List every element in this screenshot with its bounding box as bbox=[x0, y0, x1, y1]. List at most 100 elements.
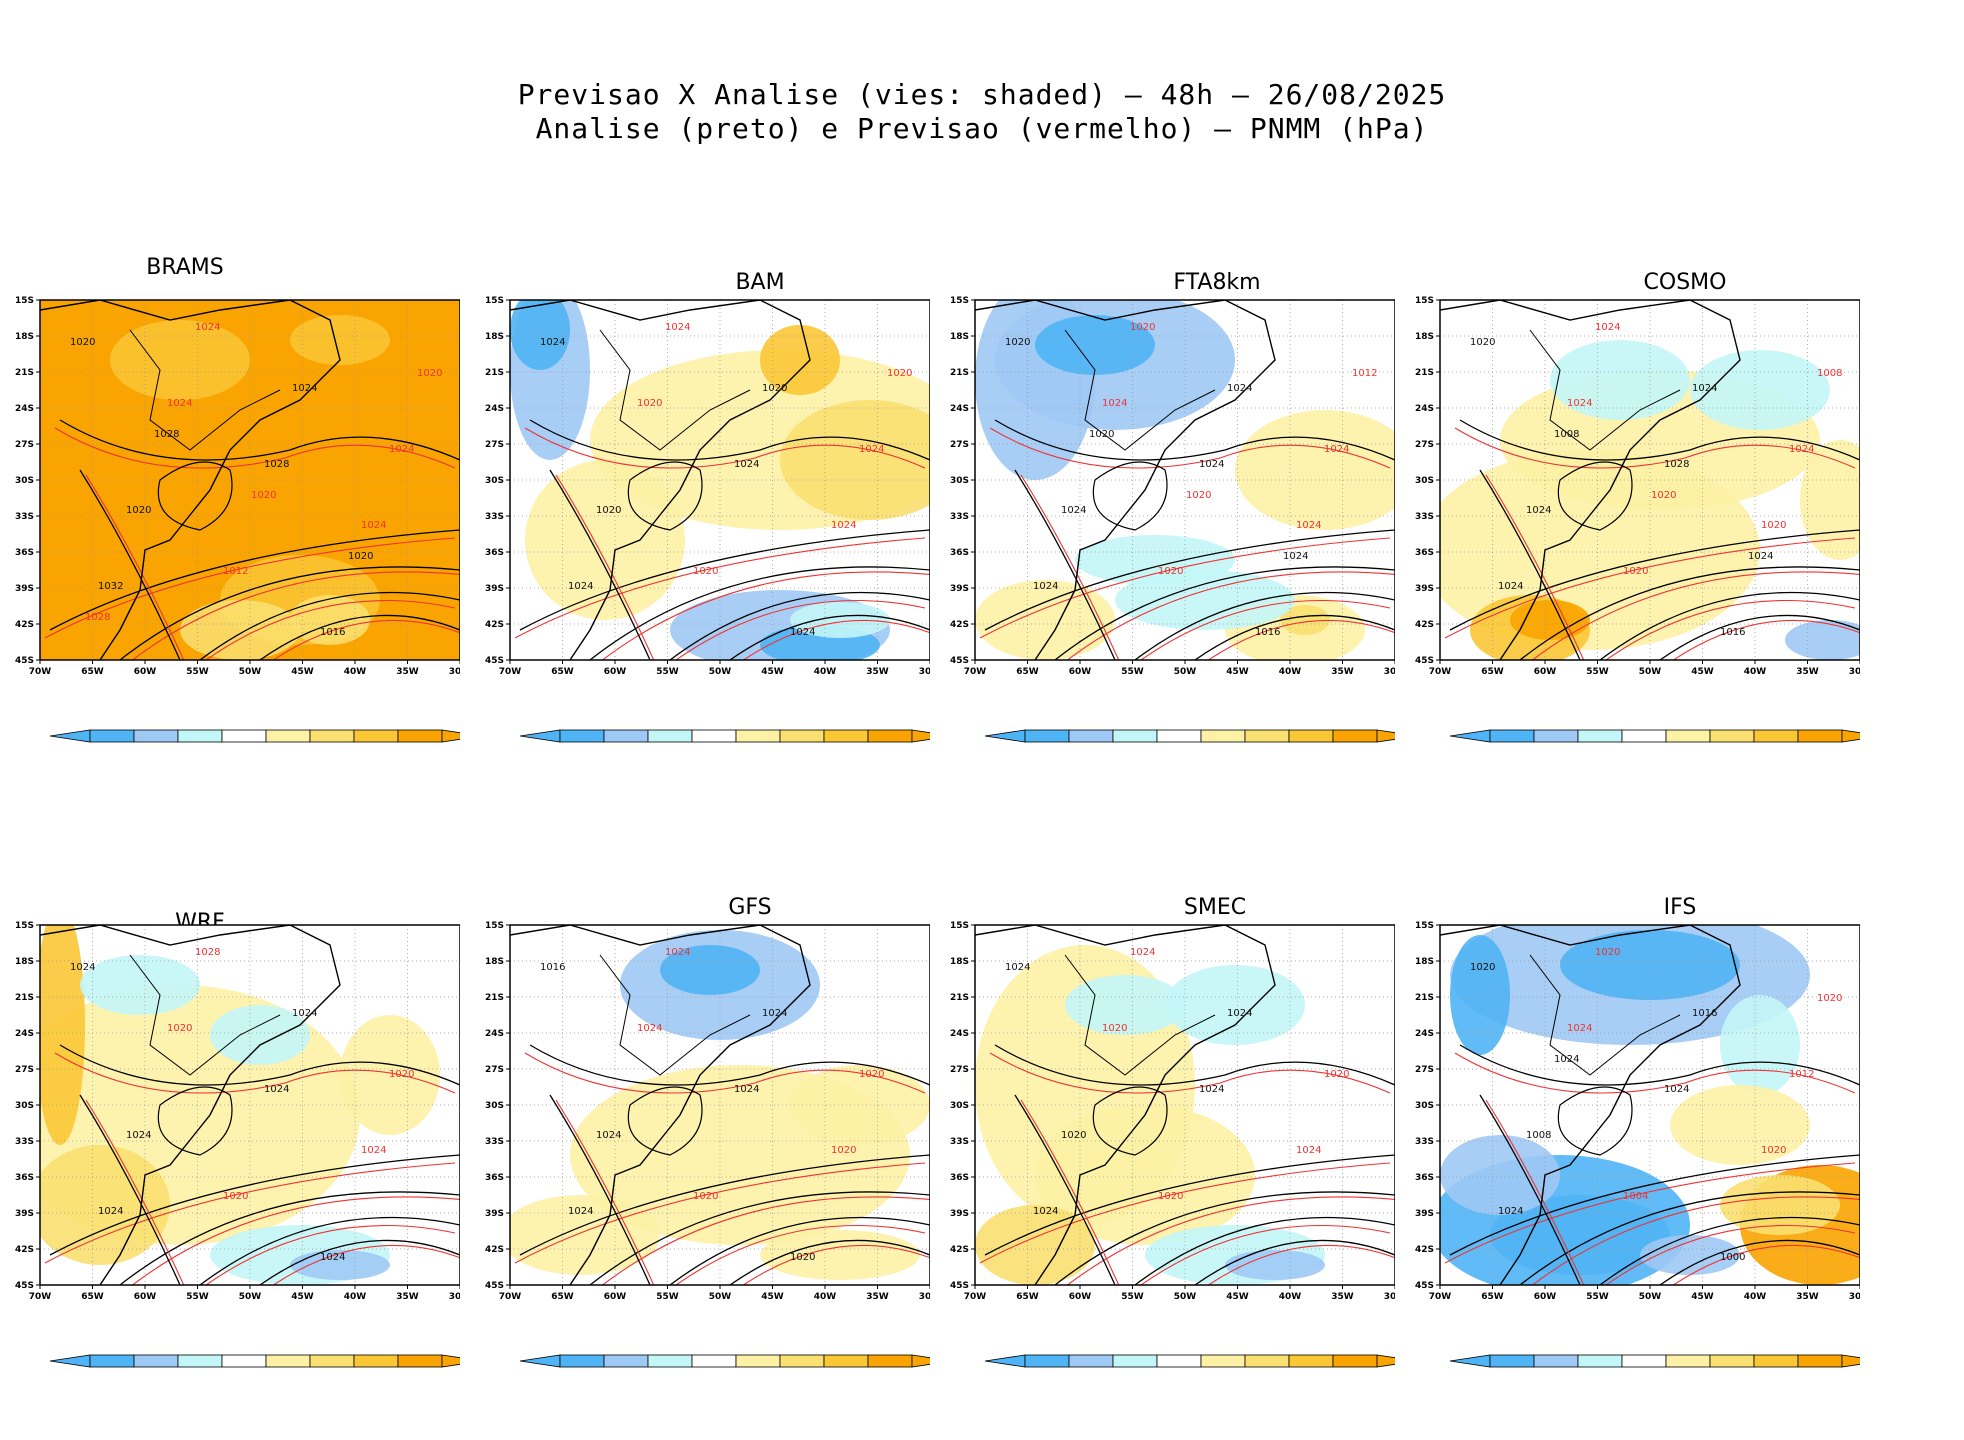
lat-tick-label: 18S bbox=[950, 957, 969, 967]
lat-tick-label: 24S bbox=[15, 404, 34, 414]
isobar-label: 1024 bbox=[1061, 505, 1086, 516]
lon-tick-label: 45W bbox=[291, 1292, 314, 1302]
panel-title: BRAMS bbox=[146, 255, 224, 280]
lat-tick-label: 33S bbox=[485, 1137, 504, 1147]
isobar-label: 1024 bbox=[1789, 444, 1814, 455]
lon-tick-label: 70W bbox=[499, 1292, 522, 1302]
panel-gfs: GFS 1016 1024 1024 1020 1024 1024 1024 1020 1024 1… bbox=[470, 880, 930, 1440]
panel-title: IFS bbox=[1663, 895, 1697, 920]
lon-tick-label: 45W bbox=[291, 667, 314, 677]
lon-tick-label: 40W bbox=[1744, 667, 1767, 677]
isobar-label: 1032 bbox=[98, 581, 123, 592]
lon-tick-label: 60W bbox=[134, 1292, 157, 1302]
lat-tick-label: 42S bbox=[1415, 1245, 1434, 1255]
lat-tick-label: 27S bbox=[950, 1065, 969, 1075]
panel-fta8km: FTA8km 1020 1024 1024 1024 1024 1020 1024 1024 10… bbox=[935, 255, 1395, 815]
isobar-label: 1024 bbox=[98, 1206, 123, 1217]
colorbar: -4-3-2-11234 bbox=[984, 1354, 1395, 1368]
lat-tick-label: 30S bbox=[1415, 1101, 1434, 1111]
figure-title-line2: Analise (preto) e Previsao (vermelho) — … bbox=[535, 112, 1429, 145]
lon-tick-label: 30W bbox=[449, 667, 460, 677]
panel-brams: BRAMS 1020 1024 1028 1024 1032 1024 1024 1024 102… bbox=[0, 255, 460, 815]
isobar-label: 1020 bbox=[348, 551, 373, 562]
lat-tick-label: 24S bbox=[1415, 404, 1434, 414]
lon-tick-label: 70W bbox=[964, 1292, 987, 1302]
isobar-label: 1020 bbox=[1470, 337, 1495, 348]
isobar-label: 1024 bbox=[1130, 947, 1155, 958]
isobar-label: 1016 bbox=[540, 962, 565, 973]
lon-tick-label: 30W bbox=[1849, 1292, 1860, 1302]
lat-tick-label: 21S bbox=[950, 368, 969, 378]
lon-tick-label: 35W bbox=[396, 1292, 419, 1302]
isobar-label: 1028 bbox=[85, 612, 110, 623]
isobar-label: 1016 bbox=[320, 627, 345, 638]
lat-tick-label: 36S bbox=[950, 548, 969, 558]
isobar-label: 1020 bbox=[1324, 1069, 1349, 1080]
isobar-label: 1020 bbox=[693, 1191, 718, 1202]
lon-tick-label: 30W bbox=[1384, 667, 1395, 677]
isobar-label: 1024 bbox=[1227, 383, 1252, 394]
isobar-label: 1024 bbox=[389, 444, 414, 455]
lon-tick-label: 65W bbox=[1481, 667, 1504, 677]
lat-tick-label: 45S bbox=[950, 656, 969, 666]
panel-smec: SMEC 1024 1020 1024 1024 1024 1024 1024 1020 1020… bbox=[935, 880, 1395, 1440]
lat-tick-label: 39S bbox=[1415, 1209, 1434, 1219]
colorbar: -4-3-2-11234 bbox=[49, 729, 460, 743]
isobar-label: 1024 bbox=[1296, 520, 1321, 531]
isobar-label: 1020 bbox=[762, 383, 787, 394]
lat-tick-label: 45S bbox=[15, 656, 34, 666]
isobar-label: 1024 bbox=[70, 962, 95, 973]
figure-title-line1: Previsao X Analise (vies: shaded) — 48h … bbox=[517, 78, 1447, 111]
lat-tick-label: 15S bbox=[15, 296, 34, 306]
lon-tick-label: 40W bbox=[344, 667, 367, 677]
lon-tick-label: 60W bbox=[604, 1292, 627, 1302]
isobar-label: 1020 bbox=[1005, 337, 1030, 348]
lon-tick-label: 65W bbox=[1016, 667, 1039, 677]
lat-tick-label: 18S bbox=[15, 957, 34, 967]
lat-tick-label: 15S bbox=[950, 921, 969, 931]
lat-tick-label: 21S bbox=[950, 993, 969, 1003]
isobar-label: 1008 bbox=[1817, 368, 1842, 379]
isobar-label: 1024 bbox=[1283, 551, 1308, 562]
lat-tick-label: 27S bbox=[15, 1065, 34, 1075]
isobar-label: 1020 bbox=[1651, 490, 1676, 501]
lat-tick-label: 27S bbox=[1415, 1065, 1434, 1075]
lat-tick-label: 24S bbox=[15, 1029, 34, 1039]
lon-tick-label: 60W bbox=[1534, 667, 1557, 677]
lat-tick-label: 33S bbox=[15, 1137, 34, 1147]
lon-tick-label: 50W bbox=[239, 1292, 262, 1302]
lat-tick-label: 18S bbox=[1415, 332, 1434, 342]
isobar-label: 1024 bbox=[126, 1130, 151, 1141]
isobar-label: 1020 bbox=[1623, 566, 1648, 577]
lat-tick-label: 33S bbox=[950, 1137, 969, 1147]
panel-title: FTA8km bbox=[1173, 270, 1261, 295]
lon-tick-label: 40W bbox=[1744, 1292, 1767, 1302]
lon-tick-label: 55W bbox=[1121, 1292, 1144, 1302]
lat-tick-label: 24S bbox=[1415, 1029, 1434, 1039]
lat-tick-label: 36S bbox=[15, 548, 34, 558]
isobar-label: 1024 bbox=[1199, 459, 1224, 470]
lon-tick-label: 50W bbox=[1174, 1292, 1197, 1302]
lon-tick-label: 35W bbox=[1331, 667, 1354, 677]
isobar-label: 1020 bbox=[637, 398, 662, 409]
lat-tick-label: 27S bbox=[485, 1065, 504, 1075]
isobar-label: 1008 bbox=[1526, 1130, 1551, 1141]
lon-tick-label: 30W bbox=[919, 1292, 930, 1302]
isobar-label: 1012 bbox=[1789, 1069, 1814, 1080]
lon-tick-label: 65W bbox=[1481, 1292, 1504, 1302]
lat-tick-label: 39S bbox=[15, 584, 34, 594]
isobar-label: 1028 bbox=[264, 459, 289, 470]
isobar-label: 1008 bbox=[1554, 429, 1579, 440]
lat-tick-label: 21S bbox=[485, 368, 504, 378]
isobar-label: 1020 bbox=[1089, 429, 1114, 440]
panel-bam: BAM 1024 1020 1024 1024 1024 1024 1020 1024 1020 1… bbox=[470, 255, 930, 815]
lat-tick-label: 36S bbox=[15, 1173, 34, 1183]
lon-tick-label: 50W bbox=[1639, 1292, 1662, 1302]
lon-tick-label: 65W bbox=[551, 667, 574, 677]
lon-tick-label: 70W bbox=[29, 667, 52, 677]
lon-tick-label: 60W bbox=[1069, 667, 1092, 677]
lon-tick-label: 55W bbox=[1586, 1292, 1609, 1302]
isobar-label: 1024 bbox=[665, 322, 690, 333]
lat-tick-label: 39S bbox=[950, 584, 969, 594]
isobar-label: 1024 bbox=[859, 444, 884, 455]
